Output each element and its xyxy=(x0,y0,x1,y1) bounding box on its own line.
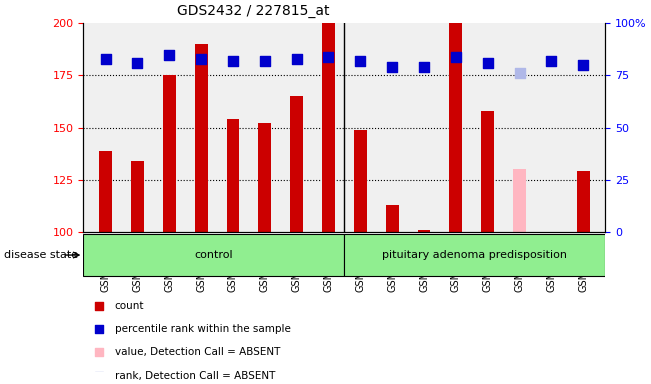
Point xyxy=(132,60,143,66)
Bar xyxy=(354,130,367,232)
Point xyxy=(164,51,174,58)
Bar xyxy=(322,23,335,232)
Point xyxy=(450,54,461,60)
Point xyxy=(578,62,589,68)
Point xyxy=(355,58,366,64)
Point xyxy=(94,303,104,309)
Bar xyxy=(513,169,526,232)
FancyBboxPatch shape xyxy=(344,234,605,276)
Text: percentile rank within the sample: percentile rank within the sample xyxy=(115,324,290,334)
Point xyxy=(196,56,206,62)
Bar xyxy=(227,119,240,232)
Text: rank, Detection Call = ABSENT: rank, Detection Call = ABSENT xyxy=(115,371,275,381)
Text: value, Detection Call = ABSENT: value, Detection Call = ABSENT xyxy=(115,348,280,358)
Point xyxy=(100,56,111,62)
Point xyxy=(387,64,397,70)
Point xyxy=(94,349,104,356)
Point xyxy=(228,58,238,64)
Point xyxy=(514,70,525,76)
Bar xyxy=(418,230,430,232)
Point xyxy=(546,58,557,64)
Bar xyxy=(290,96,303,232)
Point xyxy=(324,54,334,60)
Bar xyxy=(131,161,144,232)
Text: GDS2432 / 227815_at: GDS2432 / 227815_at xyxy=(177,4,330,18)
Point xyxy=(260,58,270,64)
Bar xyxy=(449,23,462,232)
Point xyxy=(94,372,104,379)
Point xyxy=(292,56,302,62)
Bar xyxy=(258,123,271,232)
Text: pituitary adenoma predisposition: pituitary adenoma predisposition xyxy=(382,250,568,260)
FancyBboxPatch shape xyxy=(83,234,344,276)
Text: control: control xyxy=(195,250,233,260)
Point xyxy=(482,60,493,66)
Bar xyxy=(577,171,590,232)
Bar xyxy=(99,151,112,232)
Bar xyxy=(163,76,176,232)
Bar xyxy=(481,111,494,232)
Bar xyxy=(386,205,398,232)
Bar xyxy=(195,44,208,232)
Text: count: count xyxy=(115,301,144,311)
Text: disease state: disease state xyxy=(4,250,78,260)
Bar xyxy=(513,169,526,232)
Point xyxy=(419,64,429,70)
Point xyxy=(94,326,104,332)
